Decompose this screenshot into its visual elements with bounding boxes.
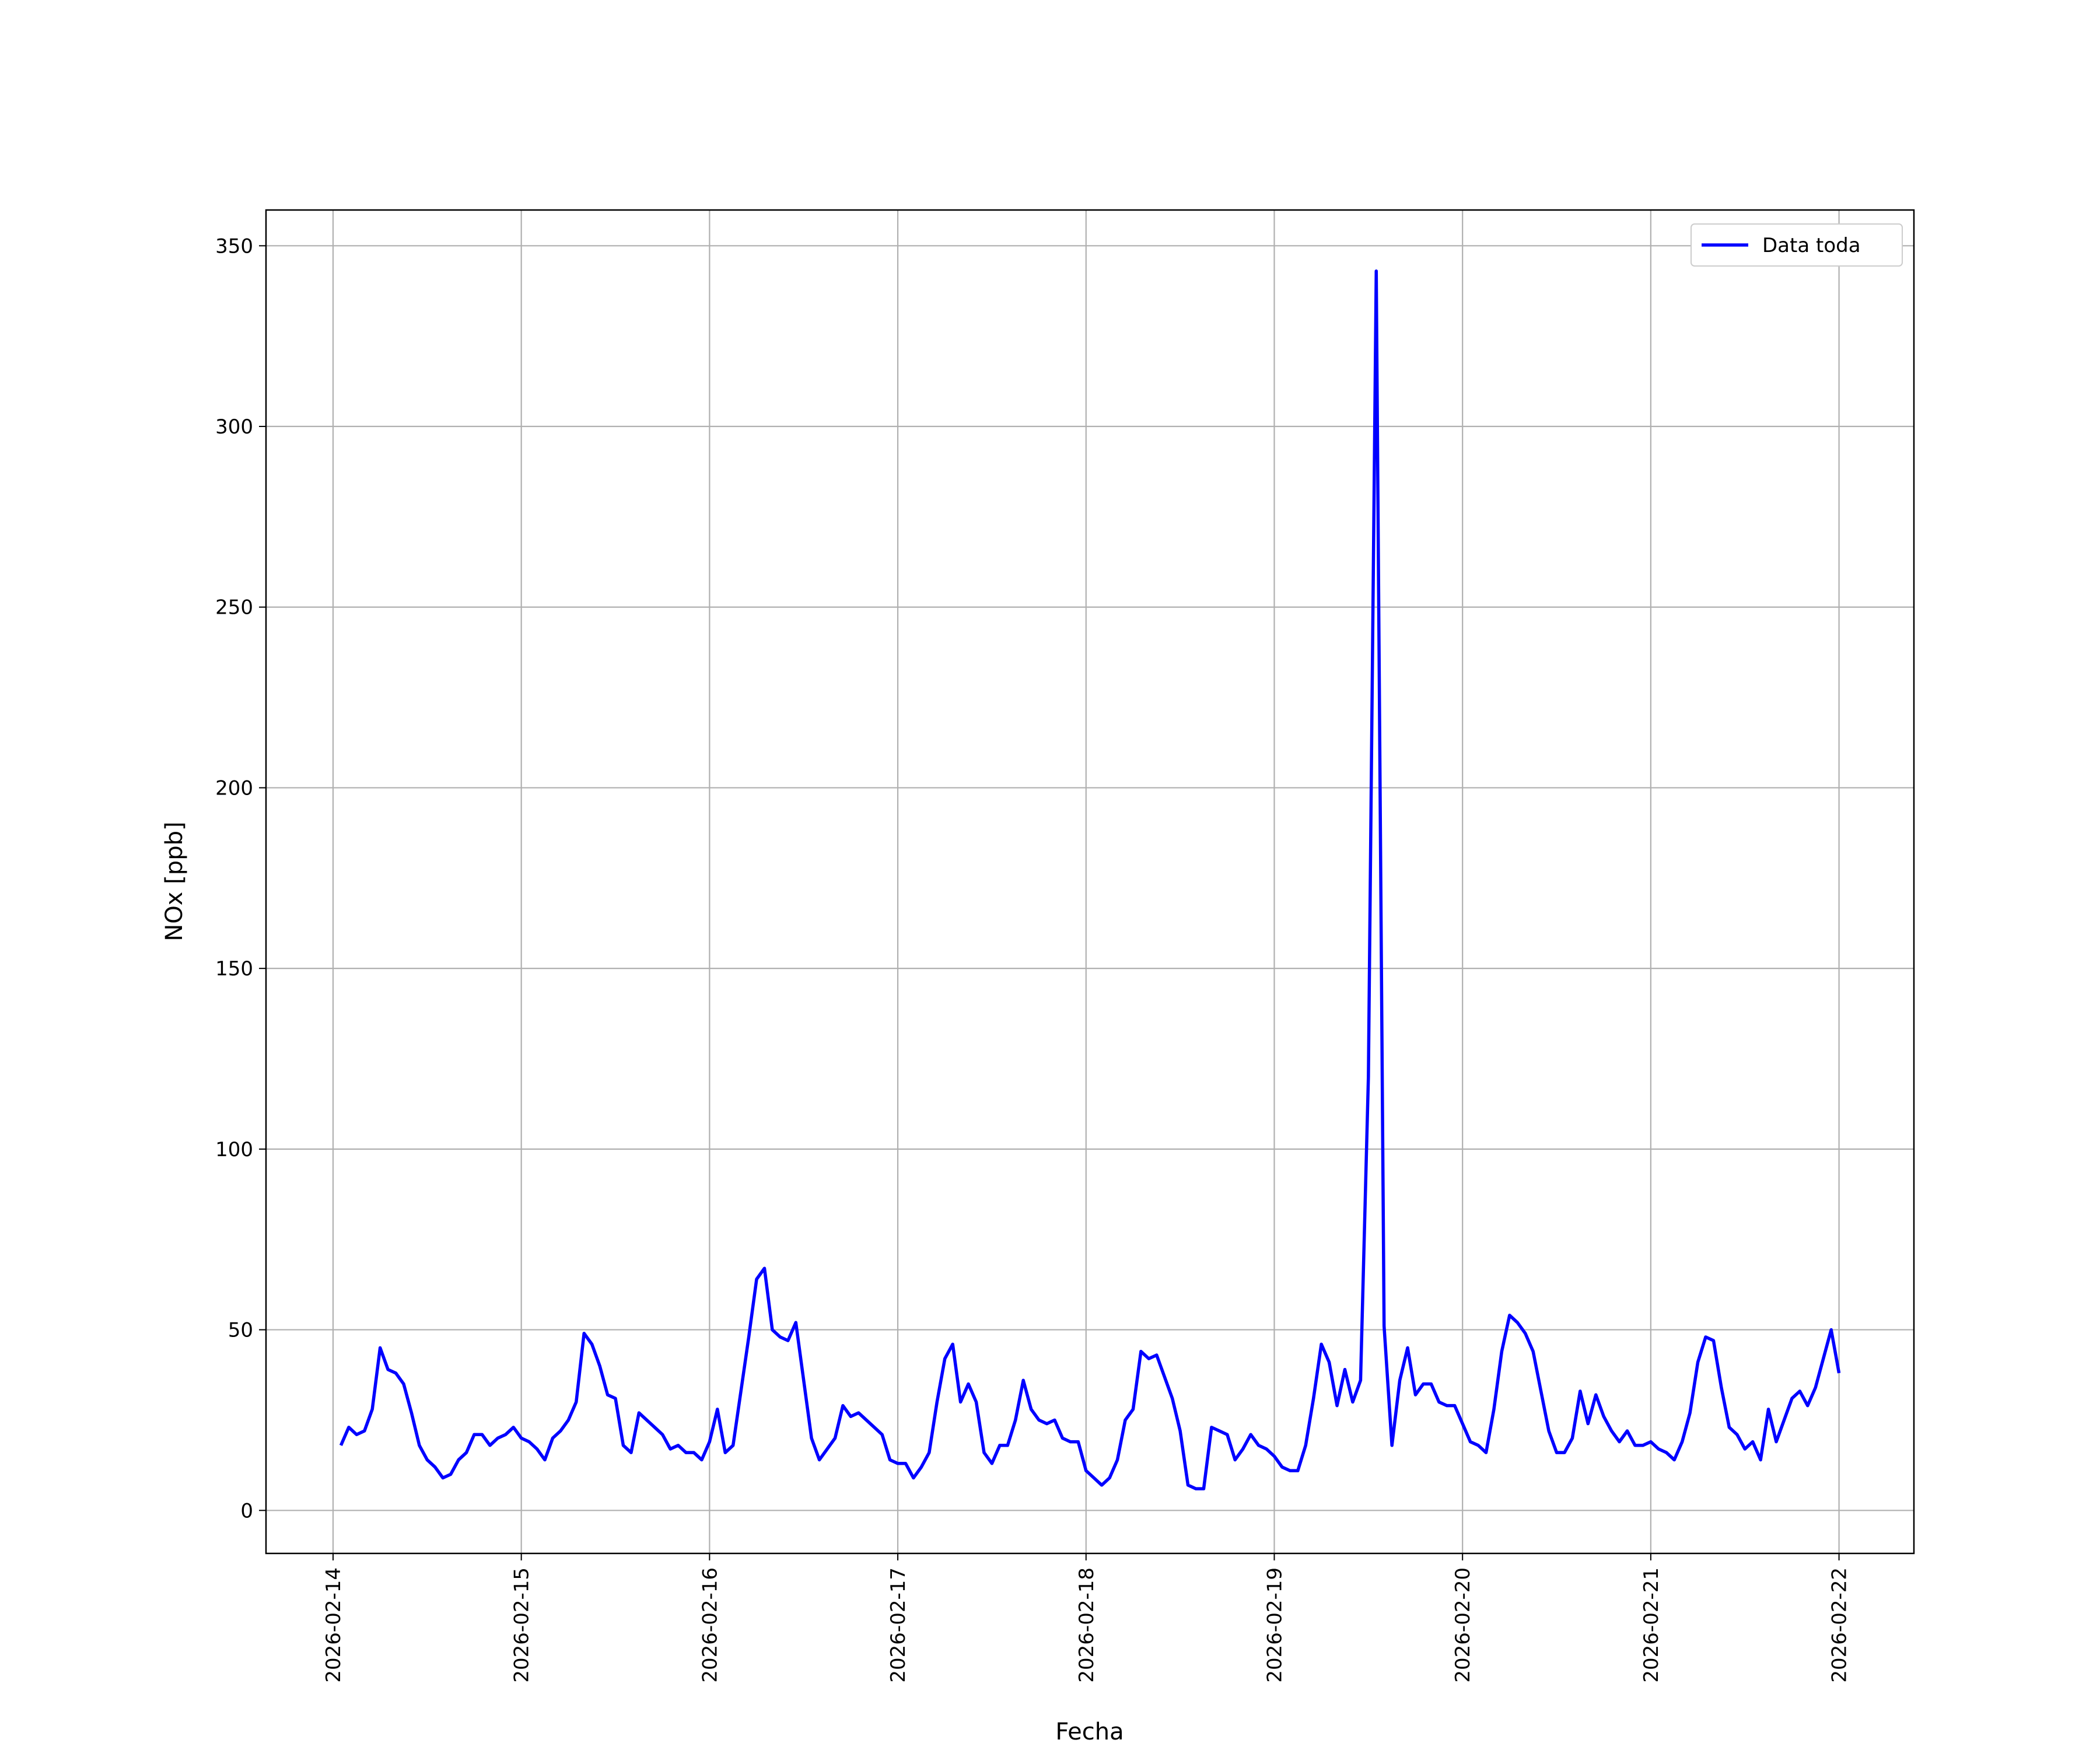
x-tick-label: 2026-02-17	[887, 1567, 910, 1683]
y-tick-label: 350	[215, 235, 253, 258]
x-tick-label: 2026-02-14	[322, 1567, 345, 1683]
x-tick-label: 2026-02-22	[1828, 1567, 1852, 1683]
x-axis-label: Fecha	[1055, 1718, 1124, 1745]
y-tick-label: 50	[228, 1319, 253, 1342]
x-tick-label: 2026-02-15	[510, 1567, 534, 1683]
data-line	[339, 269, 1841, 1490]
y-tick-label: 250	[215, 596, 253, 620]
plot-frame	[265, 209, 1915, 1555]
y-tick-label: 300	[215, 415, 253, 439]
x-tick-label: 2026-02-20	[1451, 1567, 1475, 1683]
y-axis-label: NOx [ppb]	[161, 821, 188, 941]
y-tick-label: 0	[240, 1499, 253, 1522]
y-tick-label: 100	[215, 1138, 253, 1161]
y-tick-label: 150	[215, 957, 253, 981]
x-tick-label: 2026-02-18	[1075, 1567, 1098, 1683]
legend-box	[1690, 223, 1903, 267]
x-tick-label: 2026-02-16	[698, 1567, 722, 1683]
x-tick-label: 2026-02-19	[1263, 1567, 1286, 1683]
legend: Data toda	[1690, 223, 1903, 267]
y-tick-label: 200	[215, 776, 253, 800]
legend-label: Data toda	[1762, 234, 1861, 257]
x-tick-label: 2026-02-21	[1640, 1567, 1663, 1683]
